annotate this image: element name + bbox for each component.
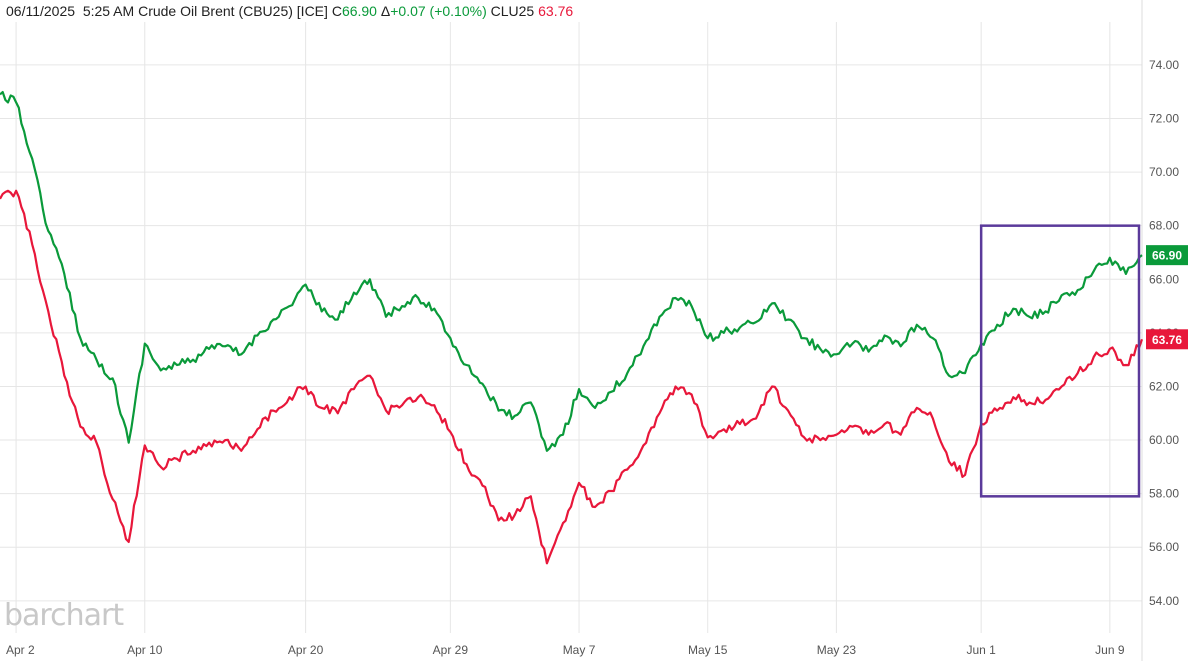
x-tick-label: Apr 20 bbox=[288, 643, 324, 657]
x-tick-label: Apr 2 bbox=[6, 643, 35, 657]
header-change-label: Δ bbox=[381, 3, 390, 19]
series-line-clu25 bbox=[0, 191, 1142, 564]
y-tick-label: 70.00 bbox=[1149, 165, 1179, 179]
series-line-cbu25 bbox=[0, 92, 1142, 451]
header-close-value: 66.90 bbox=[342, 3, 377, 19]
last-value-text-clu25: 63.76 bbox=[1152, 333, 1182, 347]
series-lines bbox=[0, 92, 1142, 563]
last-value-text-cbu25: 66.90 bbox=[1152, 249, 1182, 263]
y-tick-label: 54.00 bbox=[1149, 594, 1179, 608]
header-instrument: Crude Oil Brent (CBU25) [ICE] bbox=[138, 3, 328, 19]
y-tick-label: 68.00 bbox=[1149, 219, 1179, 233]
annotations bbox=[981, 226, 1139, 497]
x-tick-label: Apr 29 bbox=[433, 643, 469, 657]
y-tick-label: 58.00 bbox=[1149, 487, 1179, 501]
y-tick-label: 62.00 bbox=[1149, 379, 1179, 393]
x-tick-label: May 23 bbox=[817, 643, 857, 657]
y-tick-label: 74.00 bbox=[1149, 58, 1179, 72]
header-close-label: C bbox=[332, 3, 342, 19]
y-tick-label: 60.00 bbox=[1149, 433, 1179, 447]
header-time: 5:25 AM bbox=[83, 3, 134, 19]
header-compare-symbol: CLU25 bbox=[491, 3, 535, 19]
header-compare-value: 63.76 bbox=[538, 3, 573, 19]
x-tick-label: Jun 1 bbox=[966, 643, 996, 657]
y-tick-label: 66.00 bbox=[1149, 272, 1179, 286]
header-change-value: +0.07 (+0.10%) bbox=[390, 3, 487, 19]
x-tick-label: Apr 10 bbox=[127, 643, 163, 657]
barchart-watermark: barchart bbox=[4, 598, 123, 633]
last-value-labels: 66.90 63.76 bbox=[1146, 245, 1188, 349]
x-tick-label: Jun 9 bbox=[1095, 643, 1125, 657]
chart-header: 06/11/2025 5:25 AM Crude Oil Brent (CBU2… bbox=[6, 3, 573, 19]
grid-lines bbox=[0, 22, 1142, 633]
header-date: 06/11/2025 bbox=[6, 3, 75, 19]
highlight-rectangle bbox=[981, 226, 1139, 497]
x-axis: Apr 2 Apr 10 Apr 20 Apr 29 May 7 May 15 May 23… bbox=[6, 643, 1125, 657]
x-tick-label: May 7 bbox=[563, 643, 596, 657]
y-tick-label: 72.00 bbox=[1149, 111, 1179, 125]
y-tick-label: 56.00 bbox=[1149, 540, 1179, 554]
x-tick-label: May 15 bbox=[688, 643, 728, 657]
